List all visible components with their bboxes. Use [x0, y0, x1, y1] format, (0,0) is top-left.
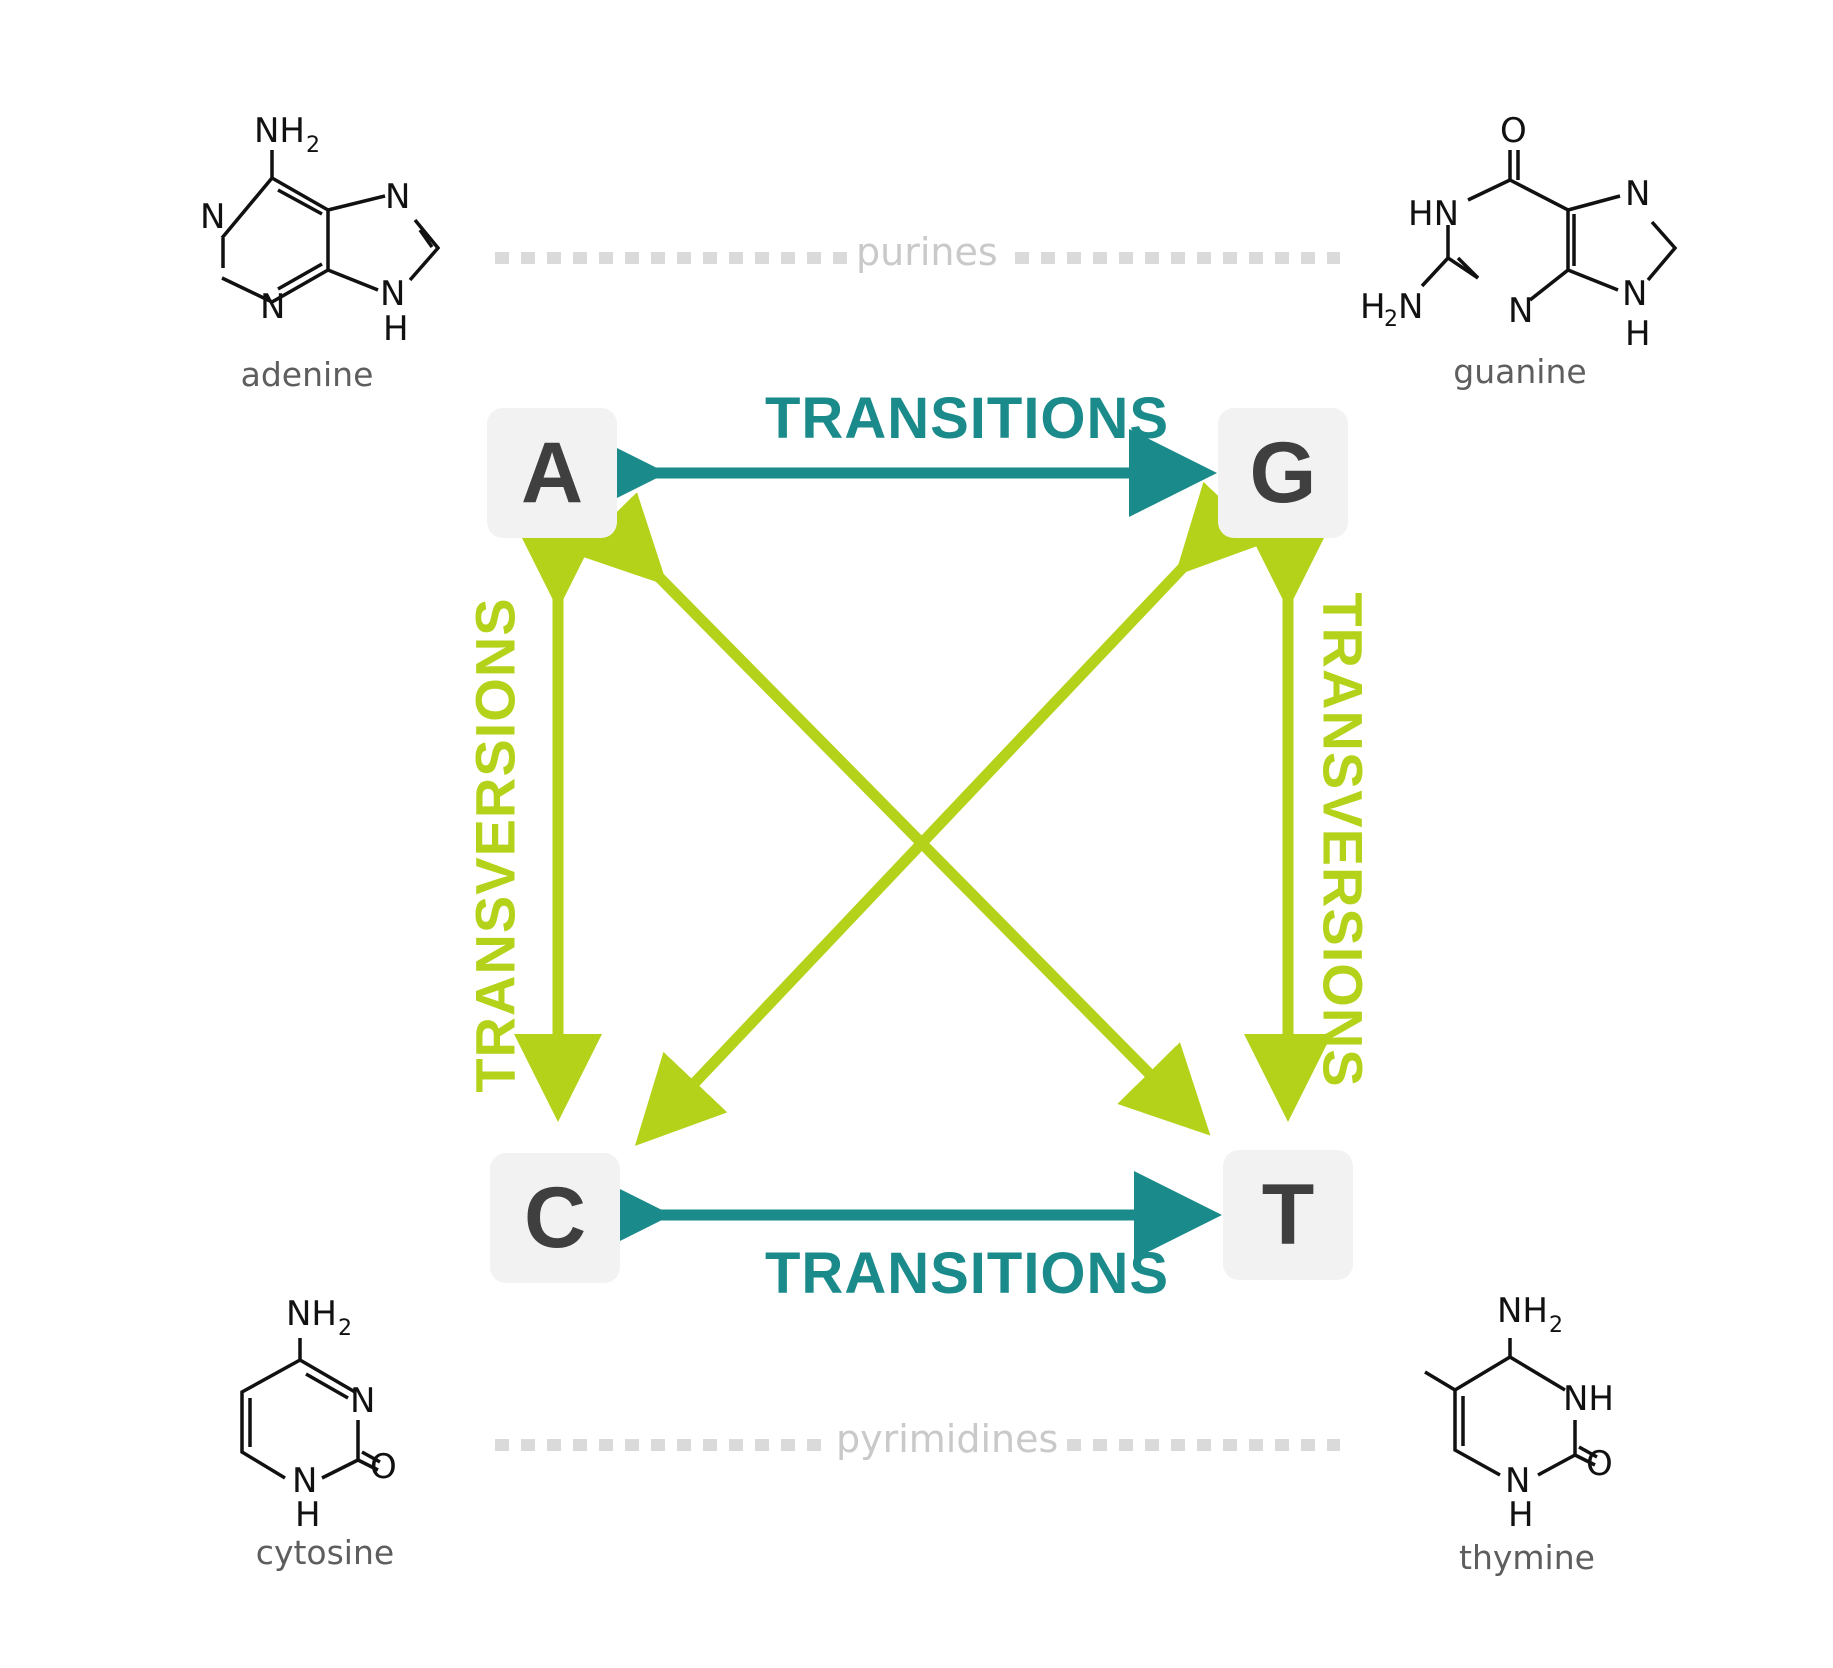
- cytosine-structure: [240, 1338, 381, 1480]
- svg-text:NH: NH: [1497, 1291, 1548, 1331]
- guanine-atoms: O HN N N N H H2 N: [1360, 111, 1651, 354]
- svg-text:2: 2: [1549, 1313, 1563, 1338]
- adenine-structure: [220, 150, 441, 304]
- svg-text:H: H: [383, 309, 409, 349]
- guanine-label: guanine: [1453, 352, 1587, 391]
- thymine-atoms: NH 2 NH N H O: [1497, 1291, 1614, 1535]
- pyrimidines-label: pyrimidines: [828, 1417, 1067, 1461]
- adenine-label: adenine: [240, 355, 374, 394]
- svg-text:N: N: [1625, 174, 1650, 214]
- guanine-structure: [1420, 150, 1678, 302]
- thymine-structure: [1424, 1338, 1598, 1477]
- svg-text:NH: NH: [254, 111, 305, 151]
- svg-text:N: N: [385, 177, 410, 217]
- transversions-label-right: TRANSVERSIONS: [1311, 592, 1375, 1088]
- svg-text:N: N: [350, 1381, 375, 1421]
- svg-text:2: 2: [338, 1316, 352, 1341]
- svg-text:H: H: [1360, 287, 1386, 327]
- svg-text:O: O: [1586, 1444, 1613, 1484]
- transversions-label-left: TRANSVERSIONS: [463, 597, 527, 1093]
- svg-text:H: H: [295, 1495, 321, 1535]
- svg-text:N: N: [260, 287, 285, 327]
- svg-text:NH: NH: [286, 1294, 337, 1334]
- svg-text:N: N: [380, 274, 405, 314]
- base-a: A: [487, 408, 617, 538]
- transversion-arrow-g-c: [634, 481, 1268, 1146]
- transitions-label-bottom: TRANSITIONS: [765, 1241, 1170, 1306]
- thymine-label: thymine: [1459, 1538, 1595, 1577]
- svg-text:N: N: [1508, 291, 1533, 331]
- svg-text:2: 2: [1384, 307, 1398, 332]
- purines-label: purines: [848, 230, 1006, 274]
- svg-text:N: N: [200, 197, 225, 237]
- svg-text:N: N: [292, 1461, 317, 1501]
- svg-text:H: H: [1625, 314, 1651, 354]
- base-c: C: [490, 1153, 620, 1283]
- cytosine-label: cytosine: [255, 1533, 395, 1572]
- svg-text:H: H: [1508, 1495, 1534, 1535]
- base-t: T: [1223, 1150, 1353, 1280]
- svg-text:NH: NH: [1563, 1379, 1614, 1419]
- adenine-atoms: NH 2 N N N N H: [200, 111, 410, 349]
- cytosine-atoms: NH 2 N N H O: [286, 1294, 397, 1535]
- svg-text:O: O: [1500, 111, 1527, 151]
- svg-text:2: 2: [306, 133, 320, 158]
- svg-text:O: O: [370, 1447, 397, 1487]
- svg-text:N: N: [1398, 287, 1423, 327]
- svg-text:HN: HN: [1408, 194, 1459, 234]
- svg-text:N: N: [1505, 1461, 1530, 1501]
- transitions-label-top: TRANSITIONS: [765, 386, 1170, 451]
- base-g: G: [1218, 408, 1348, 538]
- svg-text:N: N: [1622, 274, 1647, 314]
